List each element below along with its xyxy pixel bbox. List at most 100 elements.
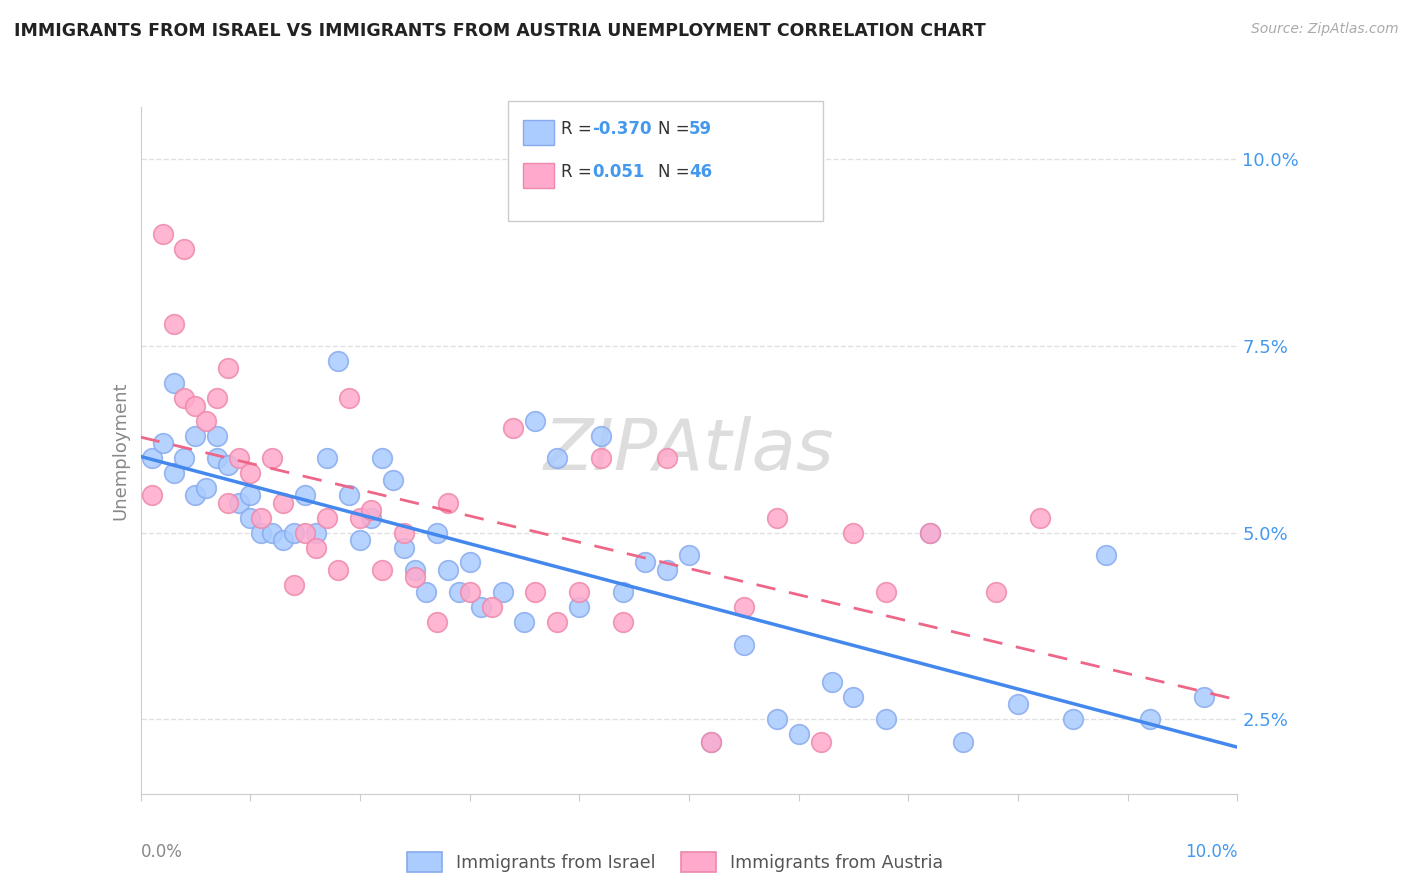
Point xyxy=(1194,690,1216,704)
Point xyxy=(184,428,207,442)
Point xyxy=(700,734,723,748)
Point xyxy=(305,541,328,555)
Point xyxy=(875,585,897,599)
Point xyxy=(239,466,262,480)
Point xyxy=(195,481,218,495)
Point xyxy=(1029,510,1052,524)
Point xyxy=(481,600,503,615)
Point xyxy=(184,488,207,502)
Point xyxy=(875,712,897,726)
Point xyxy=(568,600,591,615)
Point xyxy=(524,414,547,428)
Point xyxy=(458,585,481,599)
Point xyxy=(152,436,174,450)
Text: 10.0%: 10.0% xyxy=(1185,843,1237,861)
Point xyxy=(228,496,250,510)
Point xyxy=(141,450,163,465)
Point xyxy=(546,450,568,465)
Point xyxy=(162,466,184,480)
Point xyxy=(392,541,415,555)
Point xyxy=(404,570,426,584)
Point xyxy=(787,727,810,741)
Point xyxy=(326,354,349,368)
Point xyxy=(447,585,470,599)
Point xyxy=(195,414,218,428)
Point xyxy=(371,450,394,465)
Point xyxy=(820,674,842,689)
Point xyxy=(162,317,184,331)
Point xyxy=(842,690,865,704)
Point xyxy=(271,496,294,510)
Text: -0.370: -0.370 xyxy=(592,120,651,138)
Point xyxy=(262,525,284,540)
Point xyxy=(426,525,449,540)
Point xyxy=(591,450,613,465)
Point xyxy=(228,450,250,465)
Point xyxy=(141,488,163,502)
Point xyxy=(337,391,360,405)
Point xyxy=(655,450,678,465)
Point xyxy=(524,585,547,599)
Point xyxy=(546,615,568,630)
Point xyxy=(700,734,723,748)
Point xyxy=(634,556,657,570)
Point xyxy=(316,510,339,524)
Point xyxy=(810,734,832,748)
Point xyxy=(217,458,239,473)
Point xyxy=(337,488,360,502)
Text: N =: N = xyxy=(658,120,695,138)
Point xyxy=(271,533,294,547)
Point xyxy=(239,510,262,524)
Point xyxy=(283,525,305,540)
Point xyxy=(765,510,787,524)
Point xyxy=(294,525,316,540)
Point xyxy=(349,533,371,547)
Point xyxy=(349,510,371,524)
Point xyxy=(239,488,262,502)
Point xyxy=(173,242,195,256)
Point xyxy=(152,227,174,241)
Point xyxy=(426,615,449,630)
Text: 59: 59 xyxy=(689,120,711,138)
Point xyxy=(207,428,229,442)
Text: 0.0%: 0.0% xyxy=(141,843,183,861)
Point xyxy=(326,563,349,577)
Text: IMMIGRANTS FROM ISRAEL VS IMMIGRANTS FROM AUSTRIA UNEMPLOYMENT CORRELATION CHART: IMMIGRANTS FROM ISRAEL VS IMMIGRANTS FRO… xyxy=(14,22,986,40)
Point xyxy=(920,525,942,540)
Point xyxy=(436,496,458,510)
Point xyxy=(404,563,426,577)
Point xyxy=(1062,712,1084,726)
Point xyxy=(381,473,404,487)
Point xyxy=(184,399,207,413)
Point xyxy=(250,525,273,540)
Point xyxy=(294,488,316,502)
Point xyxy=(207,450,229,465)
Point xyxy=(1139,712,1161,726)
Point xyxy=(371,563,394,577)
Point xyxy=(502,421,524,435)
Point xyxy=(612,615,634,630)
Text: ZIPAtlas: ZIPAtlas xyxy=(544,416,834,485)
Point xyxy=(842,525,865,540)
Point xyxy=(207,391,229,405)
Y-axis label: Unemployment: Unemployment xyxy=(111,381,129,520)
Point xyxy=(1094,548,1116,562)
Point xyxy=(360,510,382,524)
Point xyxy=(678,548,700,562)
Point xyxy=(470,600,492,615)
Point xyxy=(612,585,634,599)
Point xyxy=(262,450,284,465)
Point xyxy=(316,450,339,465)
Point xyxy=(283,578,305,592)
Point xyxy=(513,615,536,630)
Point xyxy=(250,510,273,524)
Point xyxy=(591,428,613,442)
Point xyxy=(217,496,239,510)
Legend: Immigrants from Israel, Immigrants from Austria: Immigrants from Israel, Immigrants from … xyxy=(399,845,950,879)
Point xyxy=(162,376,184,391)
Point xyxy=(173,391,195,405)
Point xyxy=(458,556,481,570)
Text: R =: R = xyxy=(561,163,598,181)
Point xyxy=(305,525,328,540)
Point xyxy=(392,525,415,540)
